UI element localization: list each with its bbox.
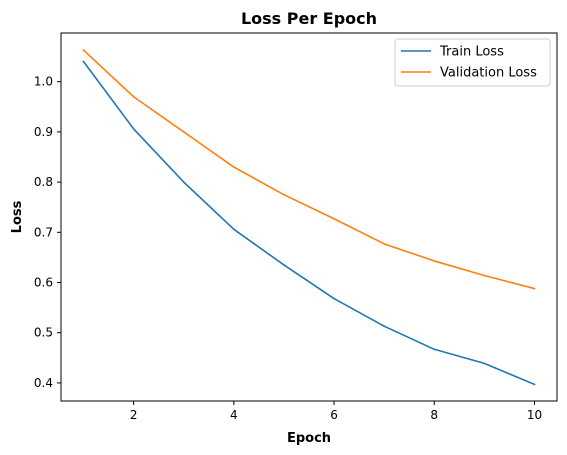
plot-area-frame xyxy=(60,32,558,402)
y-tick-label: 0.9 xyxy=(34,125,53,139)
y-tick-label: 0.4 xyxy=(34,376,53,390)
chart-title: Loss Per Epoch xyxy=(241,9,377,28)
x-axis: 2 4 6 8 10 xyxy=(130,401,542,422)
y-axis-title: Loss xyxy=(10,200,25,233)
data-point-series-1 xyxy=(533,287,536,290)
data-point-series-0 xyxy=(182,181,185,184)
data-point-series-0 xyxy=(82,60,85,63)
data-point-series-1 xyxy=(433,260,436,262)
series-line-0 xyxy=(82,60,536,386)
data-point-series-1 xyxy=(483,274,486,277)
data-point-series-0 xyxy=(433,348,436,351)
data-point-series-0 xyxy=(533,383,536,386)
y-axis: 0.4 0.5 0.6 0.7 0.8 0.9 1.0 xyxy=(34,75,61,390)
x-tick-label: 4 xyxy=(230,408,238,422)
data-point-series-1 xyxy=(383,242,386,245)
x-tick-label: 8 xyxy=(430,408,438,422)
legend-box xyxy=(394,38,551,87)
y-tick-label: 0.5 xyxy=(34,326,53,340)
data-point-series-0 xyxy=(483,362,486,365)
data-point-series-1 xyxy=(283,193,285,196)
y-tick-label: 0.6 xyxy=(34,276,53,290)
series-line-1 xyxy=(82,49,536,290)
data-point-series-0 xyxy=(333,297,335,300)
data-point-series-0 xyxy=(132,127,135,130)
y-tick-label: 0.8 xyxy=(34,175,53,189)
y-tick-label: 0.7 xyxy=(34,225,53,239)
x-tick-label: 2 xyxy=(130,408,138,422)
data-point-series-0 xyxy=(232,228,235,231)
legend-label: Validation Loss xyxy=(440,66,537,81)
data-point-series-1 xyxy=(232,166,235,168)
data-point-series-0 xyxy=(383,325,386,328)
y-tick-label: 1.0 xyxy=(34,75,53,89)
data-point-series-0 xyxy=(283,264,285,266)
x-axis-title: Epoch xyxy=(287,431,331,446)
data-point-series-1 xyxy=(333,217,335,220)
data-point-series-1 xyxy=(132,95,135,98)
x-tick-label: 6 xyxy=(330,408,338,422)
data-point-series-1 xyxy=(82,49,85,51)
x-tick-label: 10 xyxy=(527,408,542,422)
data-point-series-1 xyxy=(182,131,185,133)
legend: Train Loss Validation Loss xyxy=(394,38,551,87)
legend-label: Train Loss xyxy=(439,45,504,60)
series-layer xyxy=(82,49,536,386)
